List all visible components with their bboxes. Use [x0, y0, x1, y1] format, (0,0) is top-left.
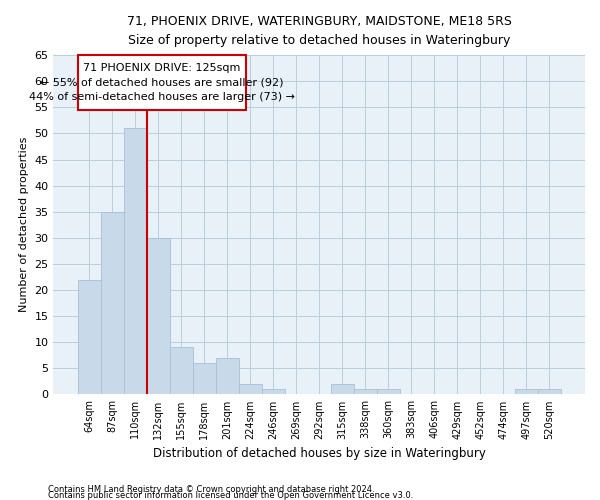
Bar	[124, 128, 146, 394]
Bar	[215, 358, 239, 395]
Title: 71, PHOENIX DRIVE, WATERINGBURY, MAIDSTONE, ME18 5RS
Size of property relative t: 71, PHOENIX DRIVE, WATERINGBURY, MAIDSTO…	[127, 15, 512, 47]
Bar	[538, 389, 561, 394]
Bar	[146, 238, 170, 394]
Bar	[170, 348, 193, 395]
Bar	[354, 389, 377, 394]
Y-axis label: Number of detached properties: Number of detached properties	[19, 137, 29, 312]
Text: Contains public sector information licensed under the Open Government Licence v3: Contains public sector information licen…	[48, 491, 413, 500]
Text: 44% of semi-detached houses are larger (73) →: 44% of semi-detached houses are larger (…	[29, 92, 295, 102]
Bar	[515, 389, 538, 394]
Bar	[77, 280, 101, 394]
Text: 71 PHOENIX DRIVE: 125sqm: 71 PHOENIX DRIVE: 125sqm	[83, 63, 240, 73]
Text: Contains HM Land Registry data © Crown copyright and database right 2024.: Contains HM Land Registry data © Crown c…	[48, 484, 374, 494]
Bar	[262, 389, 284, 394]
FancyBboxPatch shape	[77, 55, 245, 110]
Bar	[239, 384, 262, 394]
Bar	[193, 363, 215, 394]
Bar	[377, 389, 400, 394]
Bar	[331, 384, 354, 394]
Bar	[101, 212, 124, 394]
X-axis label: Distribution of detached houses by size in Wateringbury: Distribution of detached houses by size …	[153, 447, 485, 460]
Text: ← 55% of detached houses are smaller (92): ← 55% of detached houses are smaller (92…	[40, 77, 283, 87]
